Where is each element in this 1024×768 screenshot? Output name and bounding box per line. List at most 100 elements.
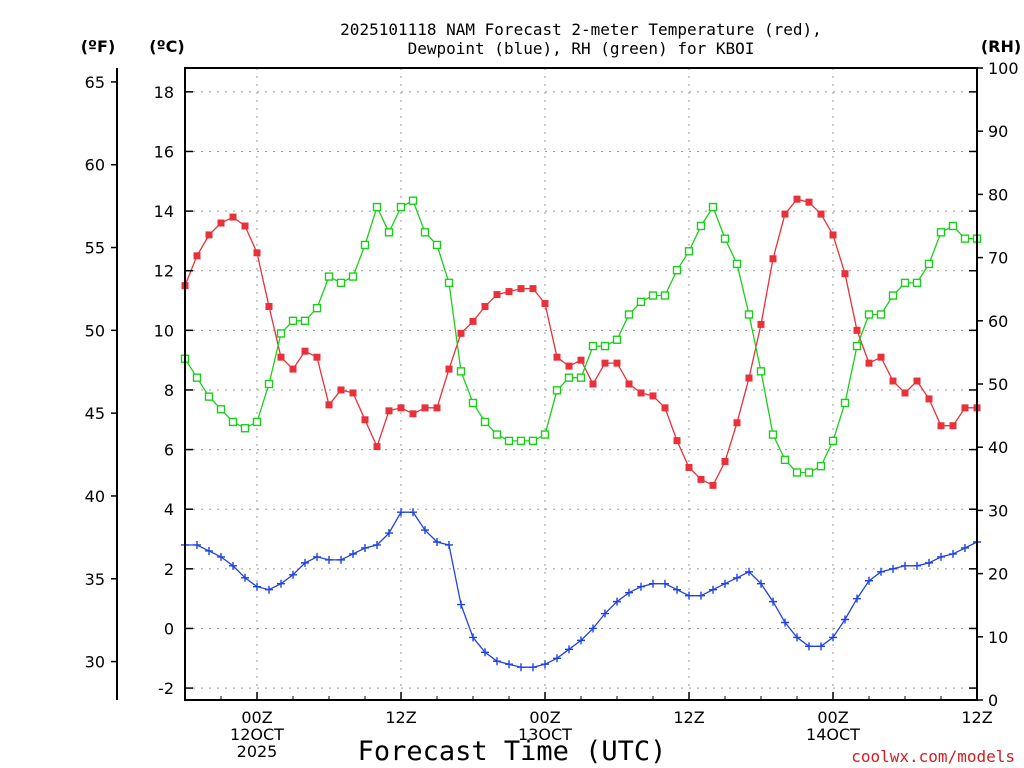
dewpoint-point [217,552,225,561]
relative-humidity-point [192,373,202,382]
temperature-point [553,353,561,361]
temperature-point [529,285,537,293]
temperature-point [385,407,393,415]
temperature-point [289,365,297,373]
temperature-point [685,463,693,471]
fahrenheit-tick-label: 55 [85,239,105,258]
dewpoint-point [793,633,801,642]
dewpoint-point [625,588,633,597]
dewpoint-point [817,642,825,651]
celsius-tick-label: 16 [154,142,174,161]
dewpoint-point [733,573,741,582]
relative-humidity-point [720,234,730,243]
dewpoint-point [865,576,873,585]
temperature-point [853,326,861,334]
relative-humidity-point [684,247,694,256]
rh-tick-label: 80 [988,185,1008,204]
relative-humidity-point [708,202,718,212]
celsius-tick-label: 4 [164,500,174,519]
dewpoint-point [685,591,693,600]
relative-humidity-point [936,228,946,237]
temperature-point [565,362,573,370]
temperature-point [229,213,237,221]
x-tick-label: 12Z [673,708,704,727]
dewpoint-point [829,633,837,642]
x-tick-label: 00Z [817,708,848,727]
celsius-tick-label: 12 [154,262,174,281]
temperature-point [841,270,849,278]
temperature-point [337,386,345,394]
chart-title-line-2: Dewpoint (blue), RH (green) for KBOI [408,39,755,58]
relative-humidity-point [240,424,250,433]
temperature-point [505,288,513,296]
x-tick-label: 2025 [237,742,278,761]
dewpoint-point [589,624,597,633]
dewpoint-point [205,546,213,555]
relative-humidity-point [528,436,538,446]
dewpoint-point [565,645,573,654]
temperature-point [697,475,705,483]
dewpoint-point [385,529,393,538]
fahrenheit-tick-label: 60 [85,156,105,175]
temperature-point [421,404,429,412]
rh-tick-label: 20 [988,565,1008,584]
dewpoint-point [397,508,405,517]
temperature-point [769,255,777,263]
temperature-point [253,249,261,257]
x-tick-label: 00Z [529,708,560,727]
rh-tick-label: 90 [988,122,1008,141]
dewpoint-point [769,597,777,606]
relative-humidity-point [852,341,862,351]
celsius-tick-label: 6 [164,441,174,460]
relative-humidity-point [840,398,850,408]
relative-humidity-point [576,373,586,382]
temperature-point [673,437,681,445]
dewpoint-point [721,579,729,588]
dewpoint-point [517,663,525,672]
relative-humidity-point [792,468,802,477]
relative-humidity-point [552,386,562,395]
dewpoint-point [193,540,201,549]
dewpoint-point [853,594,861,603]
temperature-point [217,219,225,227]
temperature-point [373,443,381,451]
dewpoint-point [445,540,453,549]
x-axis-title: Forecast Time (UTC) [358,736,667,767]
dewpoint-point [373,540,381,549]
rh-tick-label: 50 [988,375,1008,394]
rh-unit-label: (RH) [981,37,1021,56]
temperature-point [805,198,813,206]
dewpoint-point [409,508,417,517]
fahrenheit-tick-label: 50 [85,321,105,340]
dewpoint-point [265,585,273,594]
temperature-point [733,419,741,427]
dewpoint-point [433,538,441,546]
relative-humidity-line [184,199,977,474]
rh-tick-label: 0 [988,691,998,710]
temperature-point [901,389,909,397]
dewpoint-point [637,582,645,591]
rh-tick-label: 10 [988,628,1008,647]
rh-tick-label: 60 [988,312,1008,331]
relative-humidity-point [744,310,754,319]
dewpoint-point [289,570,297,579]
relative-humidity-point [204,392,214,401]
fahrenheit-tick-label: 40 [85,487,105,506]
x-tick-label: 12Z [961,708,992,727]
temperature-point [721,458,729,466]
rh-tick-label: 100 [988,59,1019,78]
relative-humidity-point [444,278,454,288]
dewpoint-point [505,660,513,669]
plot-frame [184,67,978,701]
celsius-tick-label: 10 [154,321,174,340]
dewpoint-point [757,579,765,588]
fahrenheit-tick-label: 35 [85,570,105,589]
relative-humidity-point [636,297,646,307]
relative-humidity-point [816,461,826,471]
fahrenheit-tick-label: 30 [85,653,105,672]
temperature-point [205,231,213,239]
celsius-unit-label: (ºC) [149,37,184,56]
celsius-tick-label: 14 [154,202,174,221]
relative-humidity-point [768,430,778,439]
temperature-point [361,416,369,424]
